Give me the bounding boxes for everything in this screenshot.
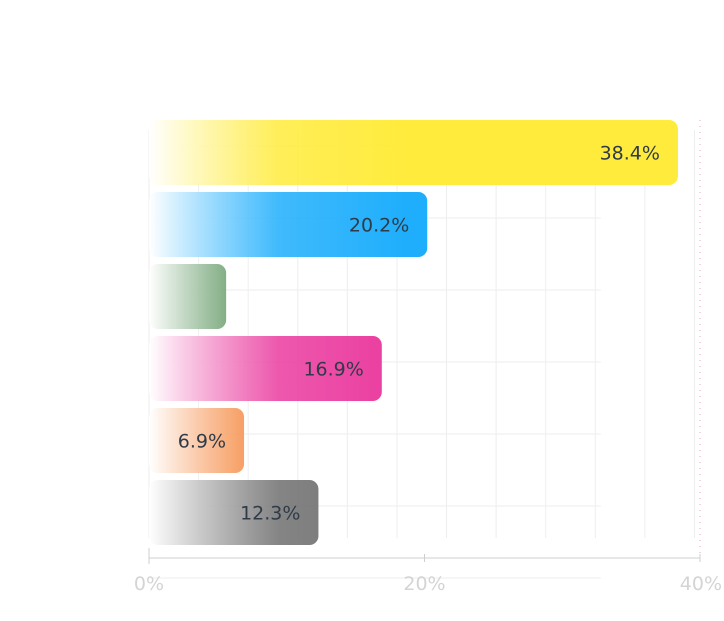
bar-value-label: 16.9% (303, 359, 363, 381)
bar-1 (149, 120, 678, 185)
bar-value-label: 20.2% (349, 215, 409, 237)
bar-value-label: 6.9% (178, 431, 226, 453)
x-tick-label: 20% (403, 573, 445, 595)
bar-value-label: 38.4% (600, 143, 660, 165)
bar-6 (149, 480, 319, 545)
bar-4 (149, 336, 382, 401)
bar-value-label: 12.3% (240, 503, 300, 525)
bar-2 (149, 192, 428, 257)
x-axis: 0% 20% 40% (134, 548, 722, 595)
x-tick-label: 40% (680, 573, 722, 595)
bar-3 (149, 264, 227, 329)
bar-5 (149, 408, 245, 473)
x-tick-label: 0% (134, 573, 164, 595)
bars: 38.4% 20.2% 16.9% 6.9% 12.3% (149, 120, 678, 545)
